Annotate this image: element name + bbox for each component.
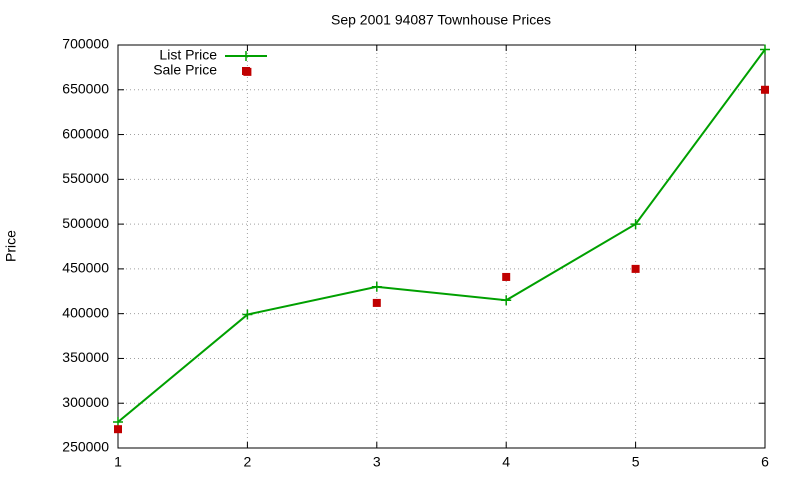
y-tick-label: 500000 — [62, 215, 109, 231]
y-tick-label: 650000 — [62, 80, 109, 96]
chart-title: Sep 2001 94087 Townhouse Prices — [331, 12, 551, 28]
legend-swatch — [242, 67, 250, 75]
legend-label: Sale Price — [153, 62, 217, 78]
point — [761, 85, 769, 94]
plot-frame — [117, 44, 766, 449]
point — [630, 219, 641, 230]
y-tick-label: 700000 — [62, 36, 109, 52]
y-tick-label: 450000 — [62, 260, 109, 276]
y-tick-label: 300000 — [62, 394, 109, 410]
x-tick-label: 1 — [114, 454, 122, 470]
x-tick-label: 6 — [761, 454, 769, 470]
x-tick-label: 5 — [632, 454, 640, 470]
series-line — [117, 48, 766, 423]
y-tick-label: 600000 — [62, 125, 109, 141]
point — [114, 425, 122, 434]
x-tick-label: 3 — [373, 454, 381, 470]
point — [501, 295, 512, 306]
point — [631, 264, 640, 273]
point — [371, 281, 382, 292]
point — [502, 272, 511, 281]
y-tick-label: 250000 — [62, 439, 109, 455]
y-tick-label: 350000 — [62, 349, 109, 365]
x-tick-label: 4 — [502, 454, 510, 470]
legend-label: List Price — [159, 47, 217, 63]
y-tick-label: 400000 — [62, 304, 109, 320]
legend-swatch — [241, 51, 251, 61]
point — [242, 309, 253, 320]
y-axis-label: Price — [3, 230, 19, 262]
x-tick-label: 2 — [244, 454, 252, 470]
point — [760, 44, 770, 55]
y-tick-label: 550000 — [62, 170, 109, 186]
point — [372, 298, 381, 307]
